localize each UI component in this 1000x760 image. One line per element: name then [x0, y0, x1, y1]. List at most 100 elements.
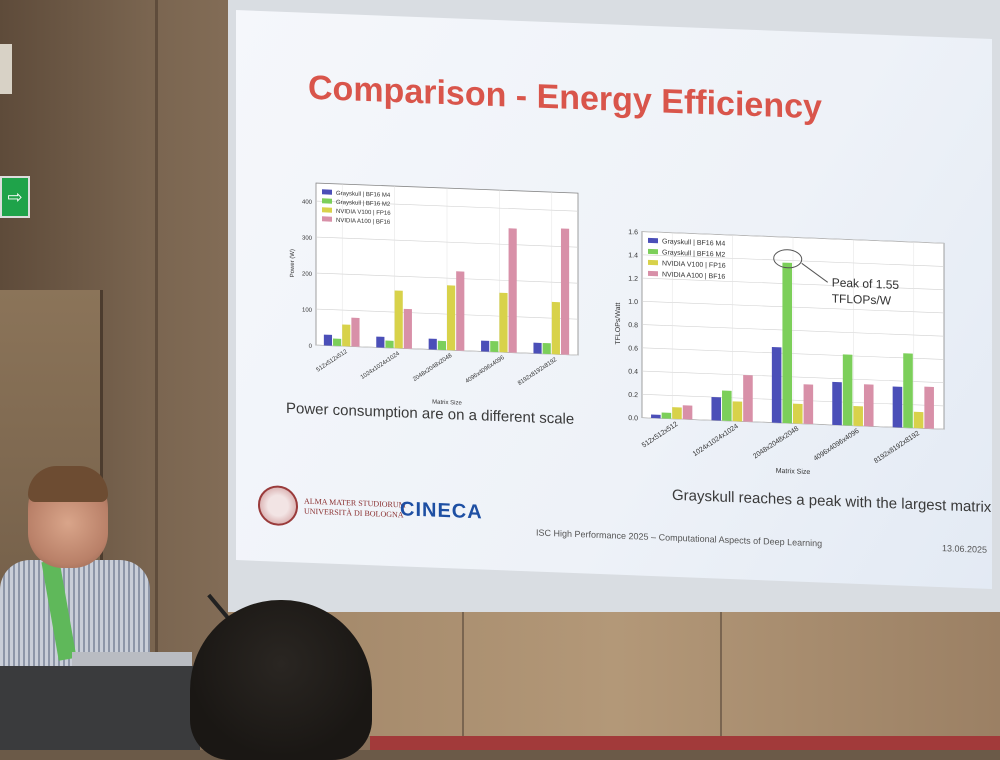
bar	[508, 228, 517, 353]
unibo-logo: ALMA MATER STUDIORUM UNIVERSITÀ DI BOLOG…	[258, 484, 406, 531]
bar	[903, 353, 913, 429]
bar	[542, 342, 551, 355]
legend-entry: NVIDIA A100 | BF16	[662, 271, 725, 280]
x-tick-label: 512x512x512	[641, 421, 680, 450]
audience-member-head	[190, 600, 372, 760]
bar	[533, 342, 542, 354]
slide-footer: ISC High Performance 2025 – Computationa…	[536, 527, 823, 549]
bar	[732, 401, 743, 422]
wall-panel-seam	[462, 612, 464, 736]
bar	[333, 338, 342, 347]
bar	[913, 411, 924, 429]
y-tick-label: 200	[302, 272, 313, 278]
power-chart-svg: 0 100 200 300 400 512x512x512 1024x1024x1024 20…	[290, 182, 579, 407]
legend-swatch	[322, 216, 332, 222]
bar	[793, 403, 803, 424]
bar	[651, 414, 661, 419]
legend-swatch	[648, 237, 658, 244]
bar	[711, 397, 722, 421]
slide-date: 13.06.2025	[942, 543, 988, 555]
bar	[560, 228, 570, 355]
x-tick-label: 4096x4096x4096	[465, 355, 507, 385]
legend-swatch	[322, 198, 332, 204]
bar	[661, 412, 672, 419]
legend-entry: Grayskull | BF16 M4	[336, 191, 391, 199]
bar	[551, 301, 560, 355]
legend-swatch	[322, 207, 332, 213]
projected-slide: Comparison - Energy Efficiency 0 100 200 30…	[236, 10, 992, 590]
wall-panel-seam	[155, 0, 158, 750]
legend-entry: Grayskull | BF16 M2	[336, 200, 391, 208]
y-tick-label: 1.4	[628, 252, 638, 259]
bar	[743, 374, 753, 422]
peak-annotation-arrow	[801, 262, 828, 283]
y-tick-label: 0	[309, 344, 313, 350]
bar	[924, 386, 934, 429]
x-tick-label: 512x512x512	[316, 349, 349, 374]
bar	[722, 390, 732, 422]
laptop	[72, 652, 192, 668]
y-axis-label: Power (W)	[290, 249, 296, 278]
bar	[771, 347, 782, 423]
bar	[782, 262, 792, 424]
y-axis-label: TFLOPs/Watt	[615, 302, 622, 344]
floor-strip	[370, 736, 1000, 750]
bar	[853, 405, 863, 427]
bar	[863, 384, 874, 427]
legend-swatch	[648, 270, 658, 277]
x-tick-label: 1024x1024x1024	[692, 423, 740, 458]
unibo-seal-icon	[258, 484, 298, 527]
bar	[481, 340, 490, 352]
y-tick-label: 100	[302, 308, 313, 314]
efficiency-chart: 0.0 0.2 0.4 0.6 0.8 1.0 1.2 1.4 1.6 512x512x512 10…	[612, 220, 952, 483]
legend-swatch	[648, 259, 658, 266]
y-tick-label: 0.8	[628, 322, 638, 329]
bar	[351, 317, 360, 347]
bar	[892, 386, 903, 428]
y-tick-label: 300	[302, 236, 313, 242]
x-tick-label: 8192x8192x8192	[873, 430, 921, 465]
bar	[832, 381, 842, 426]
peak-highlight-circle	[773, 249, 803, 269]
y-tick-label: 1.0	[628, 299, 638, 306]
legend-entry: NVIDIA V100 | FP16	[662, 260, 726, 269]
y-tick-label: 0.2	[628, 392, 638, 399]
bar	[428, 338, 437, 350]
y-tick-label: 1.6	[628, 229, 638, 236]
y-tick-label: 0.0	[628, 415, 638, 422]
wall-panel-seam	[720, 612, 722, 736]
y-tick-label: 0.6	[628, 345, 638, 352]
bar	[803, 384, 814, 425]
bar	[342, 324, 351, 347]
exit-sign-icon: ⇨	[0, 176, 30, 218]
x-tick-label: 8192x8192x8192	[517, 357, 559, 387]
bar	[672, 407, 682, 420]
y-tick-label: 1.2	[628, 276, 638, 283]
legend-entry: Grayskull | BF16 M2	[662, 249, 725, 258]
legend-entry: NVIDIA V100 | FP16	[336, 209, 391, 217]
peak-annotation-line1: Peak of 1.55	[832, 275, 900, 292]
presenter-hair	[28, 466, 108, 502]
bar	[437, 340, 447, 351]
bar	[385, 340, 394, 349]
legend-entry: NVIDIA A100 | BF16	[336, 218, 391, 226]
legend-swatch	[322, 189, 332, 195]
bar	[447, 285, 456, 351]
legend-swatch	[648, 248, 658, 255]
peak-annotation-line2: TFLOPs/W	[832, 291, 892, 307]
legend-entry: Grayskull | BF16 M4	[662, 238, 725, 247]
bar	[682, 405, 693, 420]
bar	[499, 292, 508, 353]
x-tick-label: 2048x2048x2048	[412, 353, 454, 383]
bar	[490, 340, 499, 353]
y-tick-label: 400	[302, 200, 313, 206]
bar	[403, 308, 412, 349]
x-tick-label: 4096x4096x4096	[813, 428, 861, 463]
bar	[323, 334, 333, 346]
wall-speaker	[0, 44, 12, 94]
bar	[842, 354, 853, 426]
efficiency-chart-svg: 0.0 0.2 0.4 0.6 0.8 1.0 1.2 1.4 1.6 512x512x512 10…	[615, 229, 945, 476]
power-chart: 0 100 200 300 400 512x512x512 1024x1024x1024 20…	[286, 172, 586, 414]
bar	[376, 336, 385, 348]
x-axis-label: Matrix Size	[776, 468, 811, 476]
